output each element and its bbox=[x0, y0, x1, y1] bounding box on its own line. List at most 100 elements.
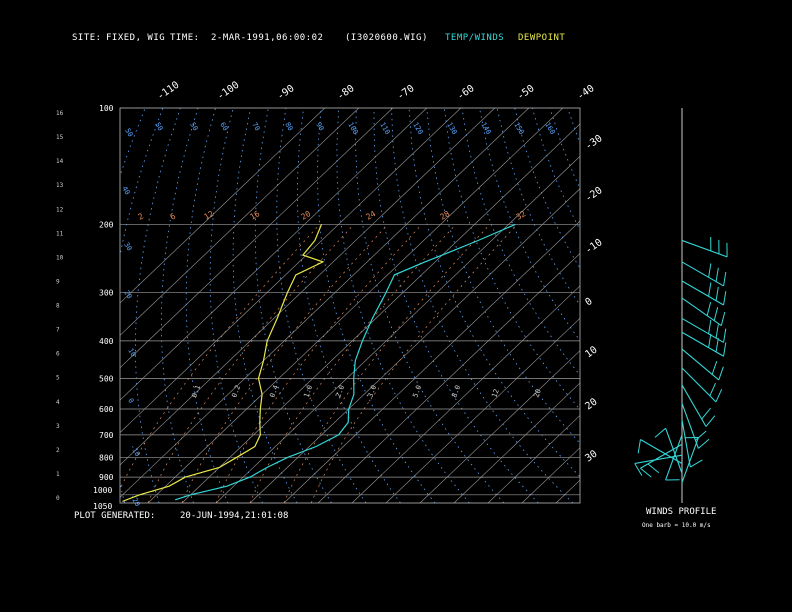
mixing-low-label: 2.0 bbox=[334, 384, 346, 399]
file-name: (I3020600.WIG) bbox=[345, 33, 428, 43]
wind-barb-staff bbox=[681, 419, 691, 468]
wind-barb-staff bbox=[681, 261, 724, 287]
legend-temp: TEMP/WINDS bbox=[445, 33, 505, 43]
pressure-label: 1050 bbox=[93, 502, 112, 511]
height-tick-label: 2 bbox=[56, 447, 60, 454]
mixing-low-label: 20 bbox=[532, 388, 542, 399]
dry-adiabat-curve bbox=[209, 108, 263, 503]
wind-barb-staff bbox=[681, 317, 724, 343]
dry-adiabat-curve bbox=[531, 108, 580, 231]
dry-adiabat-curve bbox=[316, 108, 436, 503]
dry-adiabat-label: 10 bbox=[126, 347, 137, 358]
pressure-label: 600 bbox=[99, 405, 114, 414]
wind-barb-staff bbox=[665, 434, 683, 481]
mixing-ratio-curve bbox=[181, 224, 389, 503]
isotherm-line bbox=[120, 108, 529, 498]
plot-generated-value: 20-JUN-1994,21:01:08 bbox=[180, 511, 289, 521]
isotherm-line bbox=[249, 188, 580, 503]
wind-barb-feather bbox=[708, 333, 712, 348]
wind-barb-feather bbox=[698, 438, 710, 449]
height-tick-label: 9 bbox=[56, 278, 60, 285]
right-isotherm-label: -30 bbox=[583, 133, 604, 152]
dry-adiabat-label: 100 bbox=[346, 121, 359, 136]
top-isotherm-label: -90 bbox=[275, 83, 296, 102]
isotherm-line bbox=[120, 108, 461, 433]
barb-note: One barb = 10.0 m/s bbox=[642, 522, 711, 529]
height-tick-label: 14 bbox=[56, 158, 64, 165]
mixing-ratio-curve bbox=[215, 224, 423, 503]
mixing-low-label: 12 bbox=[490, 388, 500, 399]
wind-barb-feather bbox=[715, 286, 719, 301]
wind-barb-staff bbox=[640, 439, 683, 464]
top-isotherm-label: -40 bbox=[575, 83, 596, 102]
wind-barb-feather bbox=[713, 306, 719, 321]
dry-adiabat-label: 70 bbox=[250, 121, 261, 132]
plot-frame bbox=[119, 107, 581, 504]
isotherm-line bbox=[120, 108, 427, 401]
wind-barb-feather bbox=[723, 342, 727, 357]
height-tick-label: 11 bbox=[56, 230, 64, 237]
pressure-label: 100 bbox=[99, 104, 114, 113]
wind-barb-staff bbox=[665, 428, 683, 474]
height-tick-label: 3 bbox=[56, 423, 60, 430]
top-isotherm-label: -100 bbox=[215, 80, 241, 103]
dry-adiabat-curve bbox=[585, 108, 792, 503]
height-tick-label: 7 bbox=[56, 327, 60, 334]
wind-barb-staff bbox=[681, 384, 707, 427]
isotherm-line bbox=[181, 123, 580, 503]
dry-adiabat-curve bbox=[461, 108, 580, 376]
site-value: FIXED, WIG bbox=[106, 33, 166, 43]
mixing-low-label: 0.4 bbox=[268, 384, 280, 399]
wind-barb-feather bbox=[708, 282, 712, 297]
temperature-profile bbox=[175, 223, 516, 501]
wind-barb-feather bbox=[718, 366, 724, 381]
height-tick-label: 16 bbox=[56, 110, 64, 117]
isotherm-line bbox=[147, 108, 563, 503]
wind-barb-feather bbox=[654, 427, 666, 438]
height-tick-label: 5 bbox=[56, 375, 60, 382]
dry-adiabat-curve bbox=[355, 108, 505, 503]
dry-adiabat-label: 30 bbox=[122, 241, 133, 252]
isotherm-line bbox=[120, 108, 393, 369]
wind-barb-feather bbox=[709, 382, 717, 397]
isotherm-line bbox=[283, 220, 580, 503]
height-tick-label: 10 bbox=[56, 254, 64, 261]
wind-barb-staff bbox=[681, 280, 724, 306]
mixing-low-label: 0.2 bbox=[230, 384, 242, 399]
mixing-ratio-label: 16 bbox=[249, 209, 262, 222]
wind-barb-feather bbox=[640, 467, 652, 478]
plot-area bbox=[120, 108, 792, 503]
dry-adiabat-label: 50 bbox=[188, 121, 199, 132]
right-isotherm-label: 10 bbox=[583, 345, 599, 361]
dry-adiabat-label: 50 bbox=[153, 121, 164, 132]
mixing-ratio-label: 32 bbox=[515, 209, 528, 222]
wind-barb-feather bbox=[634, 463, 643, 476]
mixing-low-label: 3.0 bbox=[366, 384, 378, 399]
wind-barb-feather bbox=[708, 319, 712, 334]
height-tick-label: 13 bbox=[56, 182, 64, 189]
dry-adiabat-curve bbox=[276, 108, 367, 503]
plot-generated-label: PLOT GENERATED: bbox=[74, 511, 156, 521]
wind-barb-feather bbox=[705, 415, 716, 427]
wind-barb-staff bbox=[681, 331, 724, 357]
dry-adiabat-curve bbox=[603, 108, 792, 503]
dry-adiabat-curve bbox=[514, 108, 580, 269]
height-tick-label: 12 bbox=[56, 206, 64, 213]
dry-adiabat-curve bbox=[254, 108, 332, 503]
dry-adiabat-label: 110 bbox=[378, 121, 391, 136]
wind-barb-staff bbox=[681, 239, 728, 258]
dry-adiabat-curve bbox=[161, 108, 199, 503]
wind-barb-feather bbox=[720, 311, 726, 326]
wind-barb-feather bbox=[708, 263, 712, 278]
isotherm-line bbox=[487, 414, 580, 503]
dry-adiabat-label: 90 bbox=[314, 121, 325, 132]
pressure-label: 900 bbox=[99, 473, 114, 482]
top-isotherm-label: -80 bbox=[335, 83, 356, 102]
dry-adiabat-label: 140 bbox=[479, 121, 492, 136]
right-isotherm-label: 20 bbox=[583, 397, 599, 413]
isotherm-line bbox=[453, 382, 580, 503]
wind-barb-feather bbox=[711, 360, 718, 375]
wind-barb-staff bbox=[681, 437, 699, 483]
height-tick-label: 4 bbox=[56, 399, 60, 406]
